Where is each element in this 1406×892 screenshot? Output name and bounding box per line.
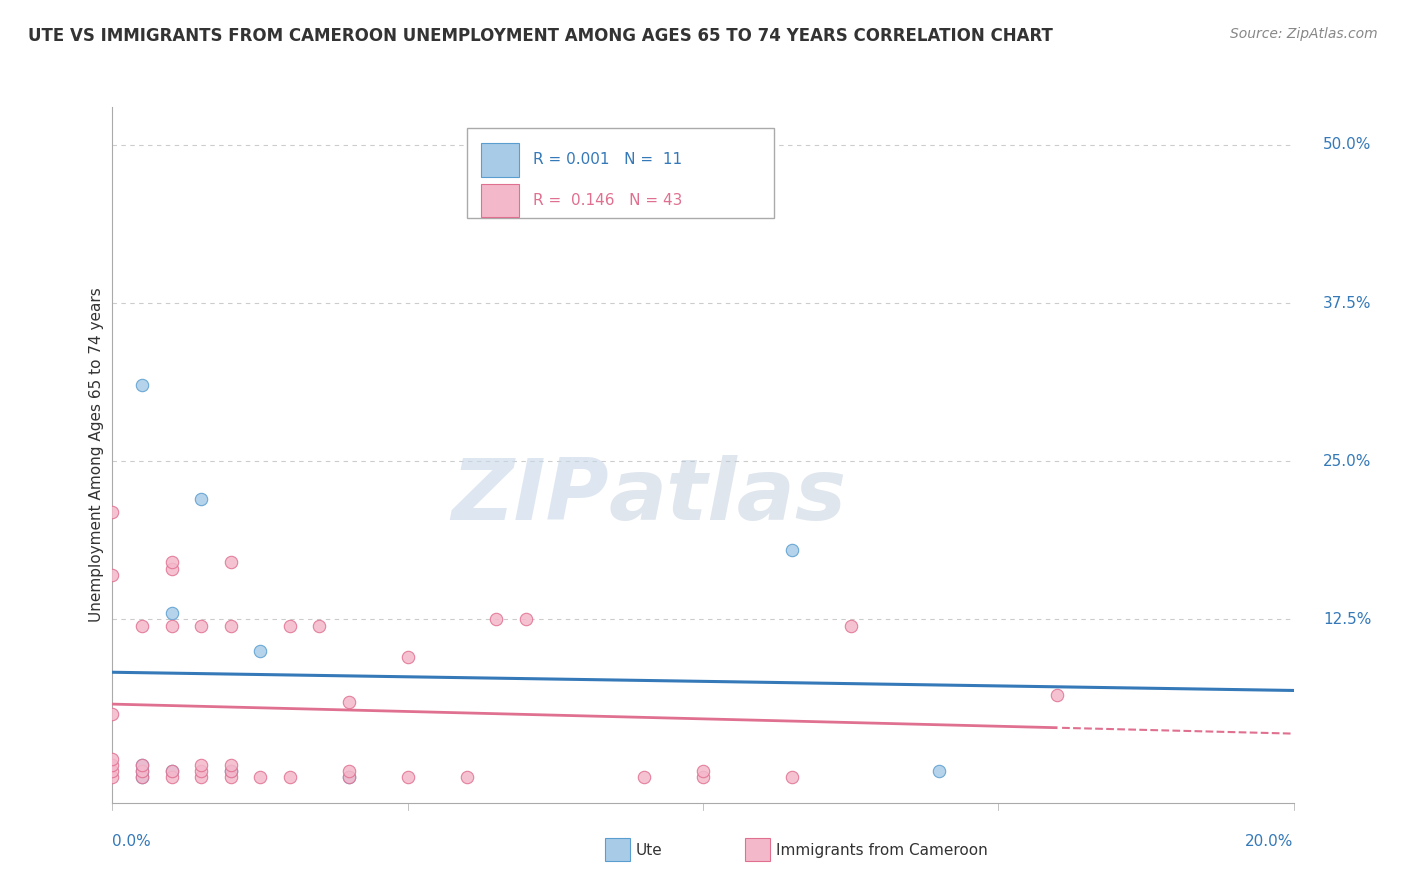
Text: R = 0.001   N =  11: R = 0.001 N = 11 xyxy=(533,153,682,168)
Point xyxy=(396,771,419,785)
Point xyxy=(101,764,124,779)
Point xyxy=(160,764,183,779)
Point xyxy=(780,542,803,557)
Point xyxy=(190,492,212,507)
Point xyxy=(337,771,360,785)
Point xyxy=(131,378,153,392)
Y-axis label: Unemployment Among Ages 65 to 74 years: Unemployment Among Ages 65 to 74 years xyxy=(89,287,104,623)
FancyBboxPatch shape xyxy=(481,144,519,177)
Point xyxy=(160,764,183,779)
Point xyxy=(101,707,124,722)
Point xyxy=(160,618,183,632)
Point xyxy=(337,695,360,709)
Point xyxy=(692,764,714,779)
Text: 20.0%: 20.0% xyxy=(1246,834,1294,849)
Point xyxy=(101,757,124,772)
Point xyxy=(396,650,419,665)
Text: Source: ZipAtlas.com: Source: ZipAtlas.com xyxy=(1230,27,1378,41)
Point xyxy=(1046,688,1069,702)
Point xyxy=(190,771,212,785)
Point xyxy=(633,771,655,785)
Text: Ute: Ute xyxy=(636,843,662,857)
Point xyxy=(101,505,124,519)
Point xyxy=(337,771,360,785)
Text: 50.0%: 50.0% xyxy=(1323,137,1371,153)
Point xyxy=(131,757,153,772)
Text: 25.0%: 25.0% xyxy=(1323,454,1371,468)
Text: 12.5%: 12.5% xyxy=(1323,612,1371,627)
Point xyxy=(839,618,862,632)
Point xyxy=(485,612,508,626)
Text: ZIP: ZIP xyxy=(451,455,609,538)
Point xyxy=(219,757,242,772)
Point xyxy=(190,757,212,772)
Point xyxy=(219,771,242,785)
Point xyxy=(160,606,183,620)
Point xyxy=(278,618,301,632)
Point xyxy=(337,764,360,779)
Point xyxy=(219,556,242,570)
FancyBboxPatch shape xyxy=(467,128,773,219)
Text: 37.5%: 37.5% xyxy=(1323,295,1371,310)
Point xyxy=(101,771,124,785)
Point xyxy=(456,771,478,785)
Point xyxy=(131,764,153,779)
Point xyxy=(131,618,153,632)
Point xyxy=(249,644,271,658)
Point xyxy=(131,771,153,785)
Point xyxy=(101,568,124,582)
Point xyxy=(780,771,803,785)
Point xyxy=(515,612,537,626)
Point xyxy=(928,764,950,779)
Text: UTE VS IMMIGRANTS FROM CAMEROON UNEMPLOYMENT AMONG AGES 65 TO 74 YEARS CORRELATI: UTE VS IMMIGRANTS FROM CAMEROON UNEMPLOY… xyxy=(28,27,1053,45)
Point xyxy=(692,771,714,785)
Point xyxy=(219,764,242,779)
Point xyxy=(249,771,271,785)
Text: 0.0%: 0.0% xyxy=(112,834,152,849)
Point xyxy=(219,764,242,779)
FancyBboxPatch shape xyxy=(481,184,519,217)
Point xyxy=(219,618,242,632)
Text: R =  0.146   N = 43: R = 0.146 N = 43 xyxy=(533,193,682,208)
Point xyxy=(190,764,212,779)
Point xyxy=(160,562,183,576)
Text: atlas: atlas xyxy=(609,455,846,538)
Point xyxy=(160,556,183,570)
Point xyxy=(131,764,153,779)
Point xyxy=(308,618,330,632)
Text: Immigrants from Cameroon: Immigrants from Cameroon xyxy=(776,843,988,857)
Point xyxy=(131,771,153,785)
Point xyxy=(190,618,212,632)
Point xyxy=(101,751,124,765)
Point xyxy=(278,771,301,785)
Point xyxy=(131,757,153,772)
Point xyxy=(160,771,183,785)
